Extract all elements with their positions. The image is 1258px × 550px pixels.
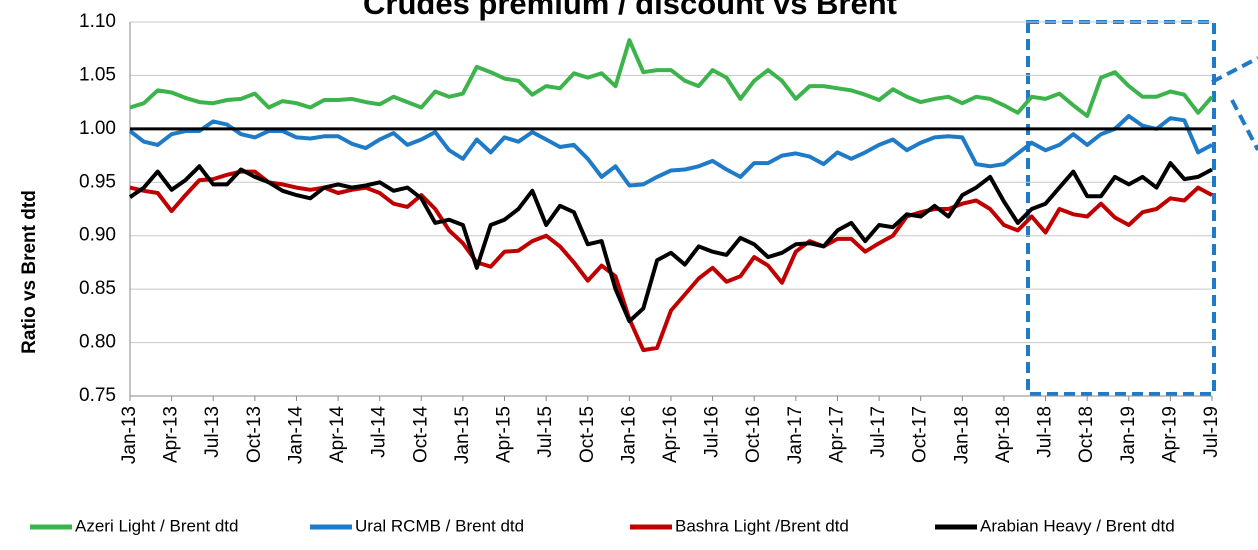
x-tick-label: Jul-19 [1201,406,1222,458]
x-tick-label: Oct-17 [910,406,931,463]
x-tick-label: Apr-16 [660,406,681,463]
series-line [128,114,1213,188]
y-tick-label: 1.05 [79,64,116,85]
y-tick-label: 0.85 [79,278,116,299]
x-tick-label: Jul-16 [702,406,723,458]
x-tick-label: Jan-19 [1118,406,1139,464]
x-tick-label: Oct-18 [1076,406,1097,463]
y-tick-label: 0.90 [79,225,116,246]
y-axis-label: Ratio vs Brent dtd [19,190,40,354]
x-tick-label: Apr-13 [161,406,182,463]
x-tick-label: Jan-13 [119,406,140,464]
y-tick-label: 0.80 [79,332,116,353]
x-tick-label: Jan-15 [452,406,473,464]
x-tick-label: Apr-18 [993,406,1014,463]
x-tick-label: Jan-14 [285,406,306,465]
y-tick-label: 1.10 [79,11,116,32]
x-tick-label: Jul-14 [369,406,390,458]
legend-label: Azeri Light / Brent dtd [75,516,238,535]
x-tick-label: Jul-13 [202,406,223,458]
x-tick-label: Jul-17 [868,406,889,458]
legend-label: Arabian Heavy / Brent dtd [980,516,1175,535]
series-line [129,169,1213,353]
x-tick-label: Oct-15 [577,406,598,463]
callout-line [1230,99,1258,151]
callout-line [1211,56,1258,84]
x-tick-label: Oct-14 [410,406,431,463]
x-tick-label: Jul-18 [1035,406,1056,458]
series-line [128,161,1213,324]
y-tick-label: 0.95 [79,171,116,192]
chart-title: Crudes premium / discount vs Brent [363,0,897,21]
x-tick-label: Oct-13 [244,406,265,463]
legend-label: Bashra Light /Brent dtd [675,516,849,535]
x-tick-label: Jan-16 [618,406,639,464]
x-tick-label: Oct-16 [743,406,764,463]
series-line [129,38,1214,118]
x-tick-label: Jan-18 [951,406,972,464]
x-tick-label: Apr-17 [826,406,847,463]
x-tick-label: Jul-15 [535,406,556,458]
y-tick-label: 1.00 [79,118,116,139]
x-tick-label: Apr-15 [494,406,515,463]
x-tick-label: Apr-19 [1159,406,1180,463]
x-tick-label: Jan-17 [785,406,806,464]
legend-label: Ural RCMB / Brent dtd [355,516,524,535]
highlight-box [1026,20,1258,396]
x-tick-label: Apr-14 [327,406,348,463]
y-tick-label: 0.75 [79,385,116,406]
